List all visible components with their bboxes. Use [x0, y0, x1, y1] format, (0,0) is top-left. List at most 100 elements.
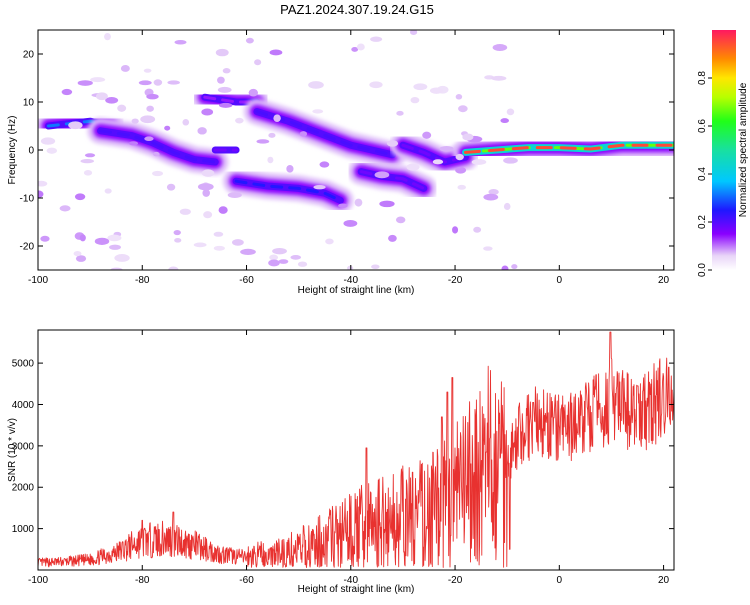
heatmap-speckle: [347, 265, 354, 270]
heatmap-speckle: [75, 255, 87, 262]
colorbar-label: Normalized spectral amplitude: [738, 82, 749, 217]
heatmap-speckle: [458, 105, 468, 113]
heatmap-speckle: [396, 110, 404, 116]
heatmap-speckle: [439, 145, 454, 152]
heatmap-speckle: [79, 234, 86, 242]
heatmap-track: [452, 132, 674, 166]
heatmap-speckle: [166, 183, 176, 191]
heatmap-speckle: [297, 261, 308, 267]
heatmap-speckle: [117, 104, 127, 112]
snr-frame: [37, 329, 675, 571]
heatmap-speckle: [202, 189, 211, 197]
heatmap-speckle: [386, 140, 399, 147]
heatmap-speckle: [59, 205, 71, 212]
heatmap-speckle: [245, 37, 254, 44]
heatmap-speckle: [455, 153, 464, 161]
heatmap-speckle: [308, 81, 324, 89]
heatmap-speckle: [325, 238, 334, 245]
heatmap-speckle: [313, 185, 326, 190]
colorbar-ticks: 0.0 0.2 0.4 0.6 0.8: [697, 71, 712, 277]
heatmap-speckle: [95, 92, 108, 101]
heatmap-speckle: [144, 136, 154, 142]
heatmap-speckle: [38, 180, 48, 187]
heatmap-speckle: [240, 248, 256, 256]
heatmap-speckle: [114, 254, 130, 262]
heatmap-speckle: [213, 245, 225, 251]
heatmap-speckle: [138, 80, 152, 86]
heatmap-speckle: [232, 239, 244, 246]
heatmap-speckle: [273, 114, 281, 122]
y-tick-label: 10: [23, 98, 35, 109]
figure-title: PAZ1.2024.307.19.24.G15: [280, 2, 434, 17]
heatmap-speckle: [120, 65, 130, 72]
snr-series: [38, 331, 674, 568]
heatmap-speckle: [457, 184, 466, 190]
heatmap-speckle: [299, 131, 308, 137]
heatmap-speckle: [152, 170, 164, 177]
heatmap-speckle: [61, 88, 73, 96]
y-tick-label: 3000: [12, 441, 35, 452]
heatmap-speckle: [152, 151, 160, 157]
heatmap-speckle: [473, 226, 482, 233]
heatmap-speckle: [74, 193, 86, 201]
heatmap-speckle: [410, 30, 418, 36]
heatmap-speckle: [201, 169, 215, 177]
heatmap-speckle: [140, 115, 156, 124]
heatmap-speckle: [379, 200, 395, 208]
colorbar-tick-label: 0.4: [697, 167, 708, 181]
heatmap-speckle: [371, 264, 380, 270]
heatmap-speckle: [471, 159, 487, 165]
heatmap-speckle: [68, 121, 83, 130]
heatmap-speckle: [483, 246, 493, 251]
y-tick-label: 20: [23, 50, 35, 61]
heatmap-speckle: [227, 192, 242, 198]
heatmap-speckle: [201, 108, 214, 116]
heatmap-speckle: [174, 237, 182, 243]
heatmap-speckle: [503, 202, 511, 211]
heatmap-speckle: [174, 39, 187, 45]
snr-line: [38, 331, 674, 568]
heatmap-speckle: [422, 131, 432, 139]
heatmap-speckle: [503, 157, 518, 164]
heatmap-speckle: [256, 139, 270, 144]
heatmap-speckle: [269, 49, 283, 56]
heatmap-track-max: [463, 143, 674, 154]
x-tick-label: -60: [239, 575, 254, 586]
snr-y-ticks: 1000 2000 3000 4000 5000: [12, 359, 674, 535]
x-tick-label: -80: [135, 575, 150, 586]
heatmap-speckle: [455, 166, 467, 174]
heatmap-speckle: [343, 219, 358, 227]
heatmap-speckle: [369, 81, 383, 89]
heatmap-track: [223, 168, 354, 214]
heatmap-speckle: [290, 255, 302, 260]
heatmap-speckle: [164, 125, 171, 131]
heatmap-speckle: [312, 109, 324, 114]
heatmap-speckle: [167, 80, 180, 85]
snr-x-ticks: -100 -80 -60 -40 -20 0 20: [28, 330, 670, 586]
heatmap-speckle: [506, 108, 515, 116]
heatmap-speckle: [197, 127, 207, 135]
heatmap-speckle: [429, 87, 443, 94]
heatmap-speckle: [483, 193, 499, 201]
heatmap-speckle: [272, 247, 287, 255]
x-tick-label: 0: [557, 275, 563, 286]
y-tick-label: 1000: [12, 524, 35, 535]
colorbar-gradient: [712, 30, 736, 270]
y-tick-label: -10: [20, 194, 35, 205]
heatmap-speckle: [462, 133, 474, 141]
colorbar-tick-label: 0.0: [697, 263, 708, 277]
heatmap-speckle: [410, 96, 420, 104]
heatmap-speckle: [338, 203, 348, 208]
heatmap-speckle: [110, 267, 123, 270]
heatmap-speckle: [267, 156, 274, 164]
snr-panel: -100 -80 -60 -40 -20 0 20 1000 2000 3000 4000 5000…: [7, 329, 675, 595]
heatmap-track-peak: [234, 179, 342, 202]
x-tick-label: -40: [344, 575, 359, 586]
heatmap-speckle: [395, 216, 406, 224]
x-tick-label: -100: [28, 575, 48, 586]
heatmap-speckle: [388, 234, 397, 242]
heatmap-speckle: [218, 206, 228, 214]
heatmap-speckle: [203, 211, 213, 219]
